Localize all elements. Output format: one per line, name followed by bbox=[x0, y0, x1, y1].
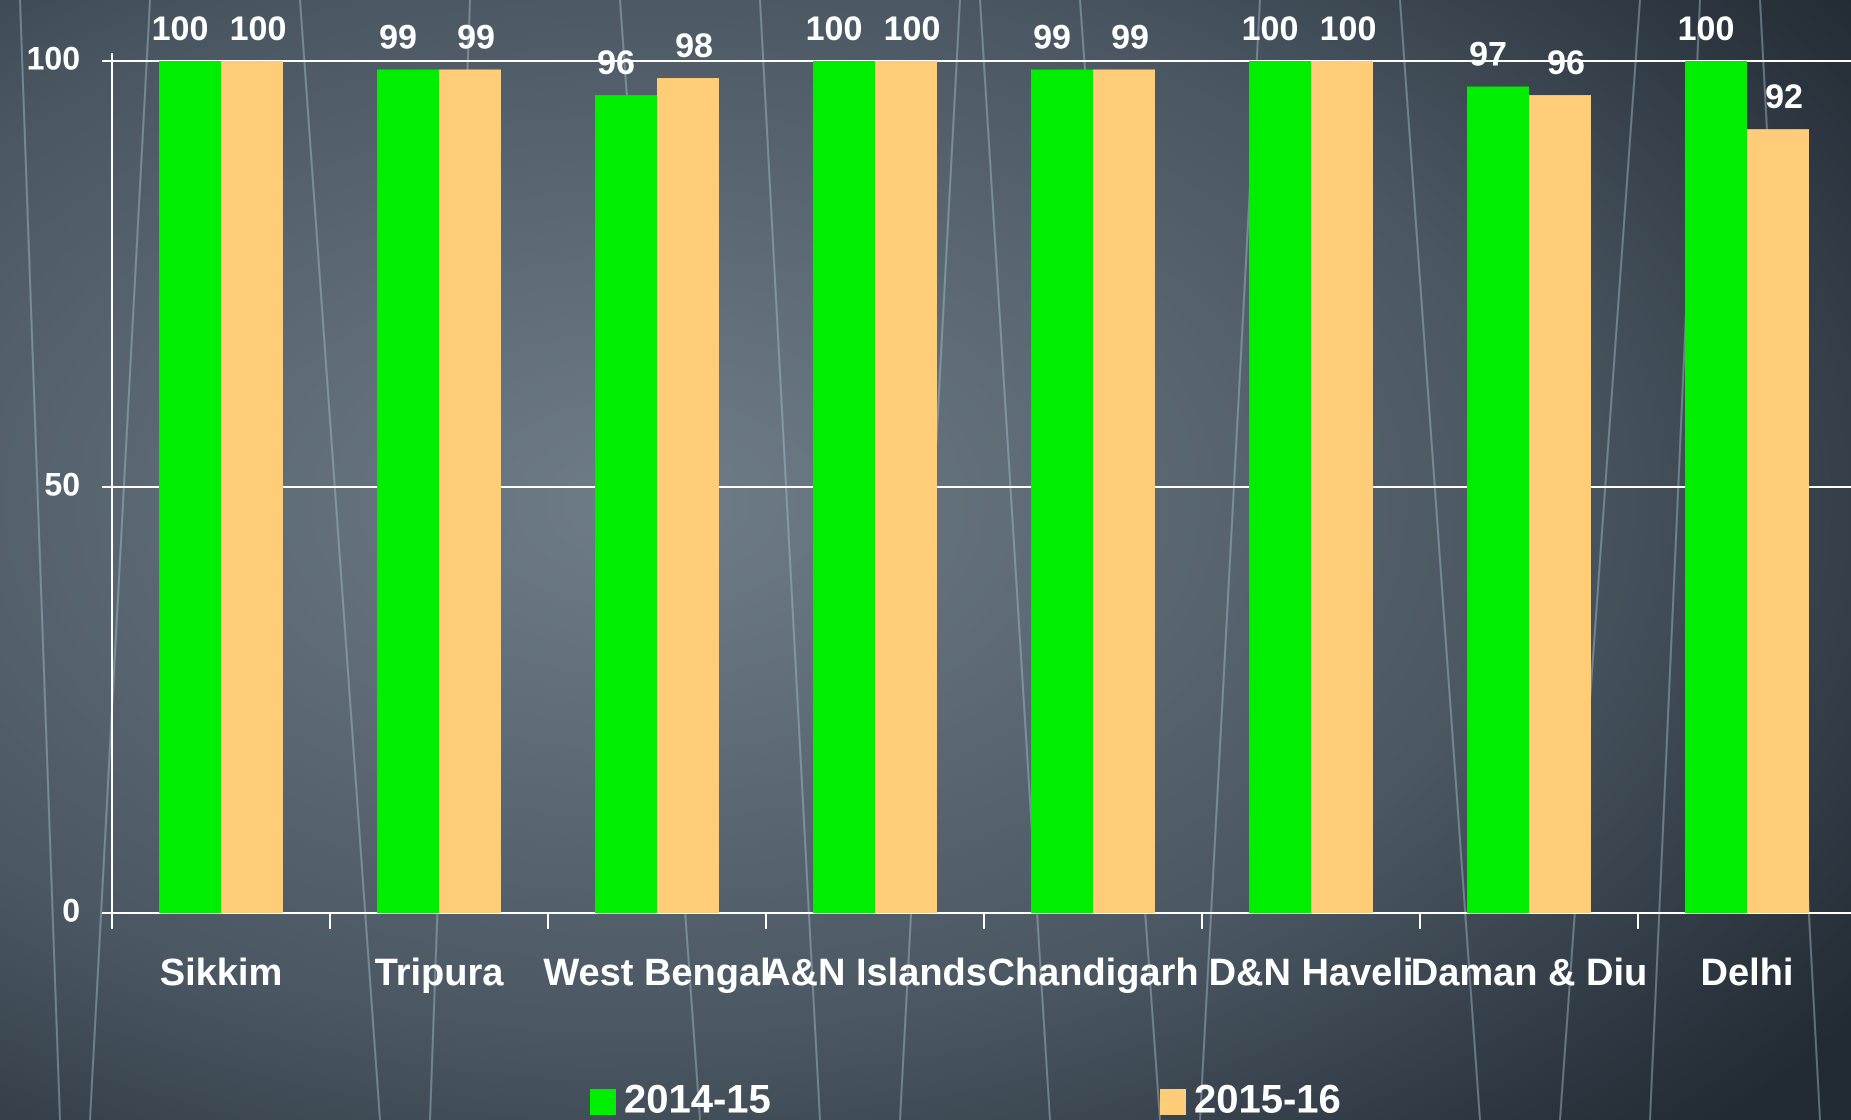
bar bbox=[1311, 61, 1373, 913]
bar bbox=[1031, 69, 1093, 913]
data-label: 92 bbox=[1765, 78, 1803, 116]
legend-label: 2014-15 bbox=[624, 1078, 771, 1120]
bar bbox=[875, 61, 937, 913]
y-tick-label: 100 bbox=[27, 40, 80, 76]
data-label: 99 bbox=[379, 19, 417, 57]
bar bbox=[1685, 61, 1747, 913]
legend-swatch bbox=[1160, 1089, 1186, 1115]
legend-label: 2015-16 bbox=[1194, 1078, 1341, 1120]
x-tick-label: Delhi bbox=[1701, 952, 1794, 994]
bar bbox=[657, 78, 719, 914]
bar bbox=[1093, 69, 1155, 913]
bar bbox=[595, 95, 657, 913]
data-label: 99 bbox=[1033, 19, 1071, 57]
data-label: 100 bbox=[884, 10, 941, 48]
x-tick-label: Tripura bbox=[375, 952, 505, 994]
x-tick-label: West Bengal bbox=[543, 952, 770, 994]
bar bbox=[1529, 95, 1591, 913]
data-label: 100 bbox=[1678, 10, 1735, 48]
bar bbox=[159, 61, 221, 913]
data-label: 99 bbox=[1111, 19, 1149, 57]
bar bbox=[377, 69, 439, 913]
bar bbox=[1467, 86, 1529, 913]
bar bbox=[1747, 129, 1809, 913]
bar bbox=[1249, 61, 1311, 913]
legend-swatch bbox=[590, 1089, 616, 1115]
x-tick-label: Chandigarh bbox=[987, 952, 1198, 994]
x-tick-label: Sikkim bbox=[160, 952, 283, 994]
data-label: 100 bbox=[152, 10, 209, 48]
bar bbox=[221, 61, 283, 913]
bar bbox=[813, 61, 875, 913]
x-tick-label: Daman & Diu bbox=[1411, 952, 1647, 994]
y-tick-label: 0 bbox=[62, 892, 80, 928]
data-label: 98 bbox=[675, 27, 713, 65]
data-label: 96 bbox=[1547, 44, 1585, 82]
x-tick-label: D&N Haveli bbox=[1209, 952, 1414, 994]
y-tick-label: 50 bbox=[44, 466, 80, 502]
bar bbox=[439, 69, 501, 913]
data-label: 97 bbox=[1469, 36, 1507, 74]
data-label: 96 bbox=[597, 44, 635, 82]
x-tick-label: A&N Islands bbox=[763, 952, 987, 994]
data-label: 99 bbox=[457, 19, 495, 57]
data-label: 100 bbox=[806, 10, 863, 48]
data-label: 100 bbox=[1242, 10, 1299, 48]
data-label: 100 bbox=[230, 10, 287, 48]
data-label: 100 bbox=[1320, 10, 1377, 48]
